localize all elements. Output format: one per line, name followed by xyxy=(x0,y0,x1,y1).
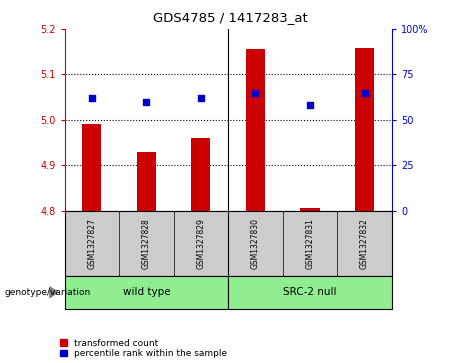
Text: GSM1327829: GSM1327829 xyxy=(196,218,206,269)
Text: GSM1327827: GSM1327827 xyxy=(87,218,96,269)
Point xyxy=(88,95,95,101)
Point xyxy=(197,95,205,101)
Text: genotype/variation: genotype/variation xyxy=(5,288,91,297)
Bar xyxy=(191,138,211,211)
Legend: transformed count, percentile rank within the sample: transformed count, percentile rank withi… xyxy=(60,339,227,359)
Bar xyxy=(246,49,265,211)
Point xyxy=(306,102,313,108)
Point xyxy=(361,90,368,95)
Polygon shape xyxy=(50,287,58,298)
Bar xyxy=(355,48,374,211)
Point xyxy=(142,99,150,105)
Bar xyxy=(82,124,101,211)
Bar xyxy=(65,276,228,309)
Bar xyxy=(301,208,319,211)
Text: GSM1327831: GSM1327831 xyxy=(306,218,314,269)
Bar xyxy=(137,152,156,211)
Text: GSM1327830: GSM1327830 xyxy=(251,218,260,269)
Text: GSM1327828: GSM1327828 xyxy=(142,218,151,269)
Text: GSM1327832: GSM1327832 xyxy=(360,218,369,269)
Text: wild type: wild type xyxy=(123,287,170,297)
Point xyxy=(252,90,259,95)
Text: SRC-2 null: SRC-2 null xyxy=(283,287,337,297)
Bar xyxy=(228,276,392,309)
Text: GDS4785 / 1417283_at: GDS4785 / 1417283_at xyxy=(153,11,308,24)
